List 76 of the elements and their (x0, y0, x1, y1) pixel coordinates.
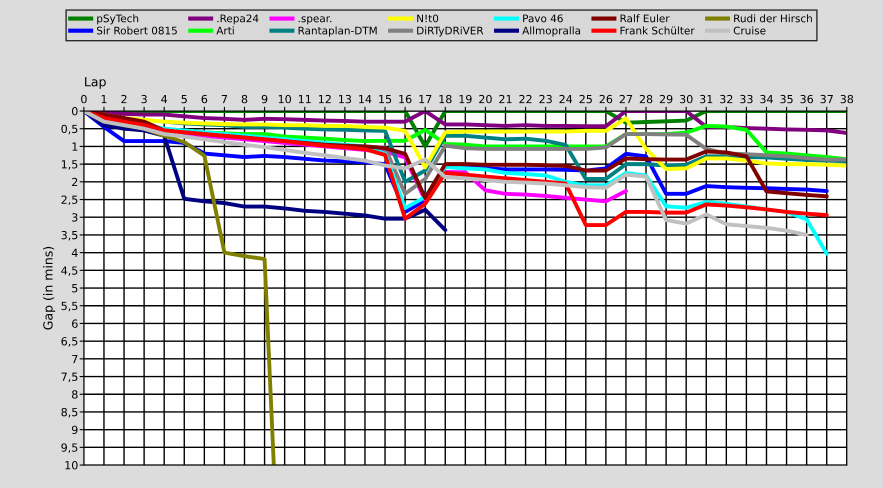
legend-label: .spear. (298, 16, 332, 24)
x-tick-label: 21 (499, 94, 512, 104)
x-tick-label: 26 (600, 94, 612, 104)
x-tick-label: 36 (800, 94, 814, 104)
x-tick-label: 8 (242, 94, 248, 104)
legend-label: DiRTyDRiVER (417, 26, 484, 36)
x-tick-label: 18 (439, 94, 452, 104)
legend-label: pSyTech (97, 14, 138, 24)
x-tick-label: 3 (141, 94, 147, 104)
y-tick-label: 0 (72, 106, 78, 116)
x-tick-label: 15 (379, 95, 392, 104)
x-tick-label: 11 (298, 95, 311, 104)
x-tick-label: 0 (81, 94, 87, 104)
y-tick-label: 2,5 (61, 196, 78, 206)
y-tick-label: 3,5 (62, 230, 78, 240)
legend-label: Sir Robert 0815 (96, 26, 177, 34)
x-tick-label: 38 (840, 94, 854, 104)
x-tick-label: 13 (339, 94, 352, 104)
x-tick-label: 24 (559, 94, 572, 104)
x-tick-label: 16 (399, 94, 412, 104)
x-tick-label: 37 (820, 94, 833, 104)
legend-label: Arti (216, 26, 234, 34)
x-tick-label: 20 (479, 94, 492, 104)
x-tick-label: 30 (680, 94, 693, 104)
x-tick-label: 10 (278, 94, 291, 104)
x-tick-label: 9 (262, 94, 268, 104)
legend-label: Ralf Euler (620, 14, 670, 22)
legend-label: Pavo 46 (523, 14, 563, 22)
x-tick-label: 19 (459, 94, 472, 104)
x-tick-label: 6 (202, 94, 208, 104)
legend-label: .Repa24 (217, 14, 258, 24)
x-tick-label: 5 (182, 95, 187, 104)
y-tick-label: 7,5 (62, 372, 78, 382)
x-tick-label: 33 (740, 94, 753, 104)
x-tick-label: 1 (102, 95, 106, 104)
y-tick-label: 4,5 (61, 266, 78, 276)
x-tick-label: 34 (760, 94, 773, 104)
legend-label: Cruise (734, 26, 766, 34)
y-tick-label: 1,5 (62, 160, 78, 170)
x-tick-label: 35 (780, 94, 793, 104)
x-tick-label: 25 (580, 94, 592, 104)
y-axis-title: Gap (in mins) (43, 246, 56, 330)
legend-label: Allmopralla (522, 26, 580, 36)
y-tick-label: 8,5 (61, 408, 78, 418)
y-tick-label: 8 (72, 390, 78, 399)
y-tick-label: 7 (72, 354, 78, 364)
x-tick-label: 7 (222, 95, 228, 104)
y-tick-label: 5 (72, 284, 78, 292)
x-tick-label: 27 (620, 94, 632, 104)
x-tick-label: 23 (539, 94, 552, 104)
y-tick-label: 0,5 (61, 124, 78, 134)
legend-label: N!t0 (417, 14, 438, 22)
x-tick-label: 32 (720, 94, 732, 104)
y-tick-label: 3 (72, 213, 78, 222)
y-tick-label: 2 (72, 178, 78, 186)
legend-label: Frank Schülter (620, 26, 695, 34)
y-tick-label: 6,5 (61, 337, 78, 347)
y-tick-label: 9 (72, 426, 78, 434)
legend-label: Rudi der Hirsch (734, 14, 812, 22)
x-tick-label: 4 (161, 95, 168, 104)
y-tick-label: 10 (65, 461, 78, 470)
y-tick-label: 5,5 (62, 302, 78, 312)
x-tick-label: 31 (700, 94, 712, 104)
x-tick-label: 22 (519, 94, 532, 104)
x-tick-label: 2 (121, 94, 126, 104)
y-tick-label: 9,5 (61, 443, 78, 453)
legend-label: Rantaplan-DTM (298, 26, 377, 36)
y-tick-label: 4 (72, 248, 78, 257)
x-tick-label: 28 (640, 94, 652, 104)
x-tick-label: 29 (660, 94, 672, 104)
x-tick-label: 14 (359, 95, 372, 104)
y-tick-label: 1 (72, 142, 78, 151)
x-tick-label: 12 (318, 94, 331, 104)
y-tick-label: 6 (72, 319, 78, 328)
x-axis-title: Lap (85, 77, 106, 89)
x-tick-label: 17 (419, 95, 432, 104)
